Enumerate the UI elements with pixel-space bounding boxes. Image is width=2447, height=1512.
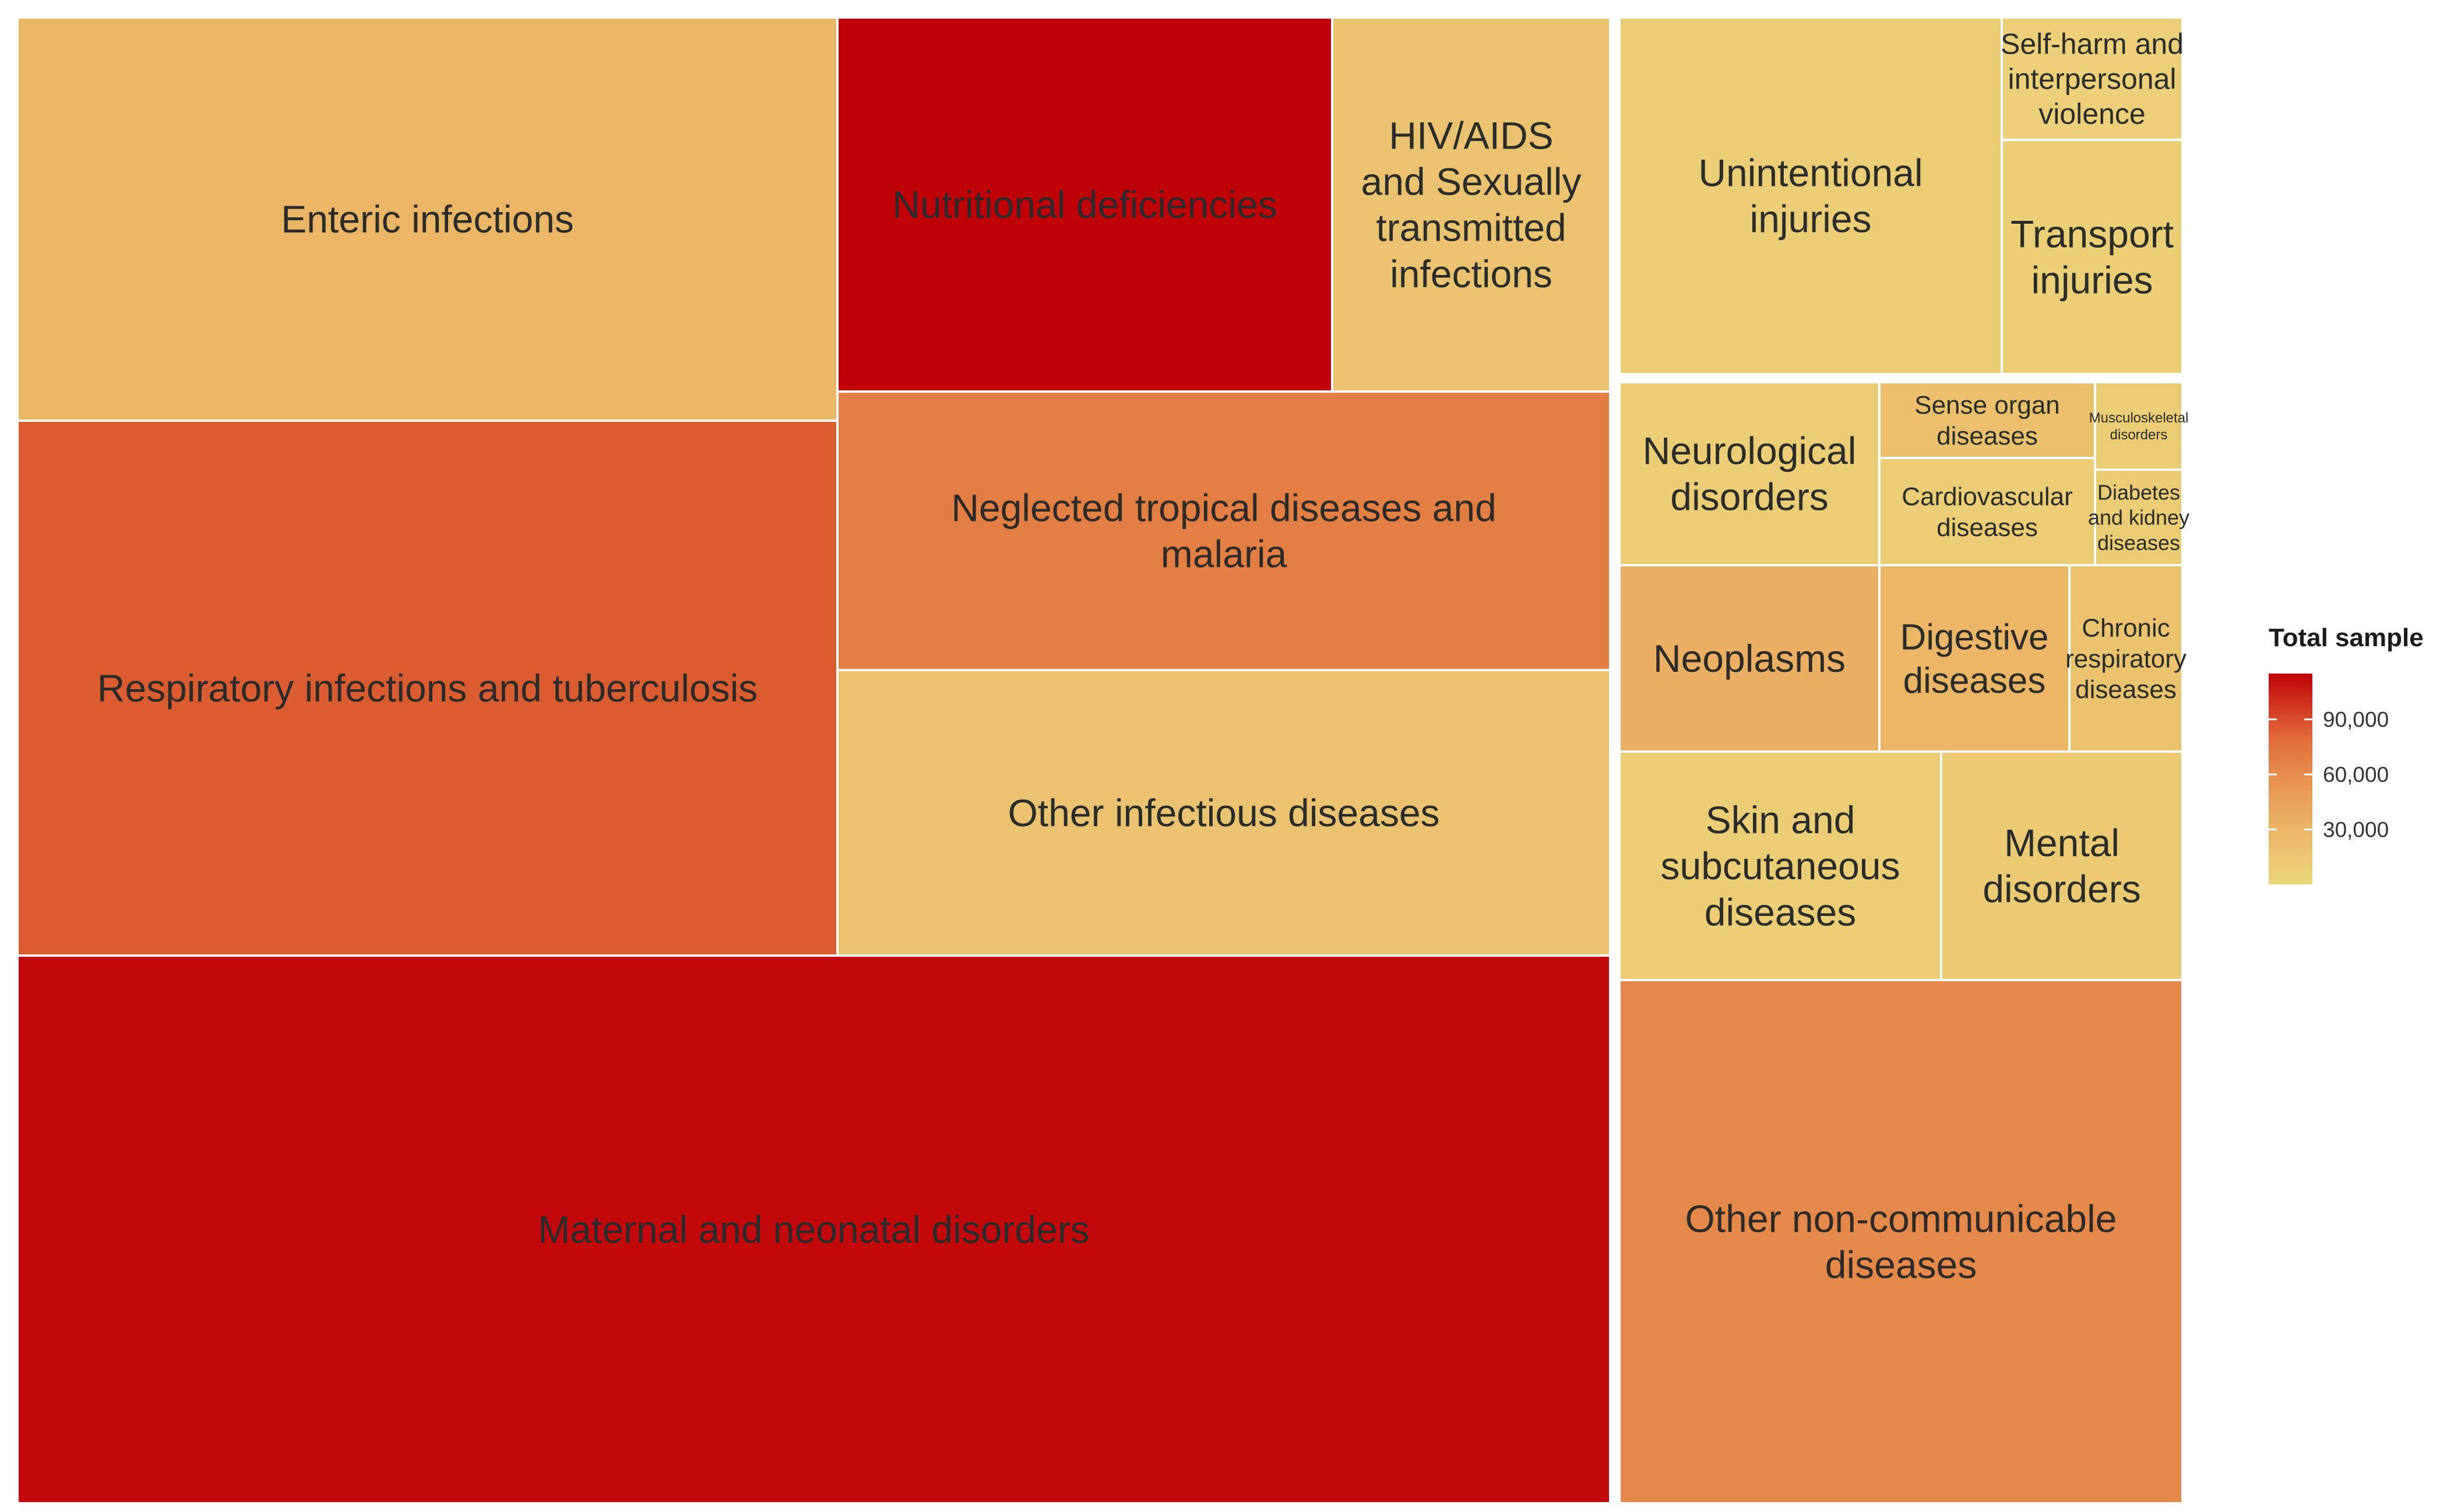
legend-tick-label: 30,000	[2323, 818, 2389, 842]
treemap-rect-maternal-and-neonatal-disorders	[16, 954, 1611, 1504]
legend-tick-label: 90,000	[2323, 708, 2389, 732]
treemap-cell-neoplasms: Neoplasms	[1618, 564, 1881, 753]
treemap-cell-sense-organ-diseases: Sense organ diseases	[1878, 381, 2096, 459]
treemap-cell-cardiovascular-diseases: Cardiovascular diseases	[1878, 457, 2096, 566]
treemap-rect-skin-and-subcutaneous-diseases	[1618, 750, 1942, 981]
treemap-rect-self-harm-and-interpersonal-violence	[2001, 16, 2184, 141]
treemap-cell-self-harm-and-interpersonal-violence: Self-harm and interpersonal violence	[2001, 16, 2184, 141]
treemap-cell-digestive-diseases: Digestive diseases	[1878, 564, 2071, 753]
treemap-rect-nutritional-deficiencies	[836, 16, 1333, 393]
treemap-cell-neurological-disorders: Neurological disorders	[1618, 381, 1881, 566]
treemap-rect-neglected-tropical-diseases-and-malaria	[836, 390, 1611, 671]
treemap-label-neoplasms: Neoplasms	[1653, 637, 1846, 680]
treemap-cell-skin-and-subcutaneous-diseases: Skin and subcutaneous diseases	[1618, 750, 1942, 981]
treemap-cell-maternal-and-neonatal-disorders: Maternal and neonatal disorders	[16, 954, 1611, 1504]
treemap-rect-digestive-diseases	[1878, 564, 2071, 753]
treemap-rect-cardiovascular-diseases	[1878, 457, 2096, 566]
legend-ticks: 30,000 60,000 90,000	[2269, 708, 2389, 842]
treemap-label-nutritional-deficiencies: Nutritional deficiencies	[892, 183, 1277, 226]
treemap-rect-neoplasms	[1618, 564, 1881, 753]
treemap-rect-enteric-infections	[16, 16, 839, 422]
treemap-label-hiv-aids-and-sexually-transmitted-infections: HIV/AIDS and Sexually transmitted infection…	[1361, 114, 1582, 295]
treemap-label-neglected-tropical-diseases-and-malaria: Neglected tropical diseases and malaria	[951, 487, 1497, 576]
treemap-cell-mental-disorders: Mental disorders	[1940, 750, 2184, 981]
treemap-rect-transport-injuries	[2001, 139, 2184, 375]
treemap-label-musculoskeletal-disorders: Musculoskeletal disorders	[2089, 410, 2189, 443]
treemap-label-enteric-infections: Enteric infections	[281, 198, 574, 241]
treemap-cell-diabetes-and-kidney-diseases: Diabetes and kidney diseases	[2088, 468, 2189, 566]
legend-tick-label: 60,000	[2323, 763, 2389, 787]
treemap-cell-other-infectious-diseases: Other infectious diseases	[836, 669, 1611, 957]
treemap-cell-neglected-tropical-diseases-and-malaria: Neglected tropical diseases and malaria	[836, 390, 1611, 671]
treemap-cells: Enteric infections Respiratory infections…	[16, 16, 2189, 1504]
treemap-label-mental-disorders: Mental disorders	[1983, 822, 2140, 911]
treemap-rect-musculoskeletal-disorders	[2094, 381, 2184, 471]
treemap-label-digestive-diseases: Digestive diseases	[1900, 618, 2049, 701]
treemap-rect-unintentional-injuries	[1618, 16, 2003, 375]
treemap-cell-enteric-infections: Enteric infections	[16, 16, 839, 422]
treemap-label-respiratory-infections-and-tuberculosis: Respiratory infections and tuberculosis	[97, 667, 758, 710]
treemap-label-chronic-respiratory-diseases: Chronic respiratory diseases	[2065, 614, 2187, 704]
treemap-cell-respiratory-infections-and-tuberculosis: Respiratory infections and tuberculosis	[16, 420, 839, 957]
treemap-label-other-non-communicable-diseases: Other non-communicable diseases	[1685, 1197, 2117, 1287]
treemap-cell-transport-injuries: Transport injuries	[2001, 139, 2184, 375]
treemap-rect-other-non-communicable-diseases	[1618, 979, 2184, 1504]
legend-colorbar	[2269, 674, 2312, 884]
treemap-rect-diabetes-and-kidney-diseases	[2094, 468, 2184, 566]
treemap-cell-other-non-communicable-diseases: Other non-communicable diseases	[1618, 979, 2184, 1504]
treemap-cell-chronic-respiratory-diseases: Chronic respiratory diseases	[2065, 564, 2187, 753]
treemap-cell-hiv-aids-and-sexually-transmitted-infections: HIV/AIDS and Sexually transmitted infection…	[1331, 16, 1611, 393]
treemap-rect-chronic-respiratory-diseases	[2068, 564, 2184, 753]
treemap-rect-hiv-aids-and-sexually-transmitted-infections	[1331, 16, 1611, 393]
treemap-label-maternal-and-neonatal-disorders: Maternal and neonatal disorders	[538, 1208, 1090, 1251]
legend-title: Total sample	[2269, 623, 2424, 652]
treemap-label-unintentional-injuries: Unintentional injuries	[1698, 151, 1923, 241]
treemap-rect-neurological-disorders	[1618, 381, 1881, 566]
treemap-cell-unintentional-injuries: Unintentional injuries	[1618, 16, 2003, 375]
treemap-label-cardiovascular-diseases: Cardiovascular diseases	[1902, 482, 2072, 542]
treemap-label-transport-injuries: Transport injuries	[2011, 213, 2174, 302]
treemap-cell-nutritional-deficiencies: Nutritional deficiencies	[836, 16, 1333, 393]
treemap-label-self-harm-and-interpersonal-violence: Self-harm and interpersonal violence	[2001, 28, 2184, 131]
treemap-rect-respiratory-infections-and-tuberculosis	[16, 420, 839, 957]
treemap-label-sense-organ-diseases: Sense organ diseases	[1914, 391, 2060, 450]
treemap-label-skin-and-subcutaneous-diseases: Skin and subcutaneous diseases	[1661, 798, 1900, 933]
treemap-label-other-infectious-diseases: Other infectious diseases	[1008, 791, 1439, 834]
treemap-rect-other-infectious-diseases	[836, 669, 1611, 957]
legend: Total sample 30,000 60,000 90,000	[2269, 623, 2424, 884]
treemap-label-neurological-disorders: Neurological disorders	[1643, 429, 1857, 519]
treemap-label-diabetes-and-kidney-diseases: Diabetes and kidney diseases	[2088, 480, 2189, 554]
treemap-rect-mental-disorders	[1940, 750, 2184, 981]
treemap-cell-musculoskeletal-disorders: Musculoskeletal disorders	[2089, 381, 2189, 471]
